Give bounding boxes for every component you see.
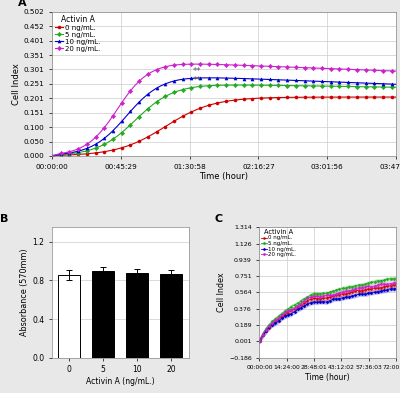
5 ng/mL. [372,279,377,284]
Bar [126,273,148,358]
0 ng/mL. [381,285,386,289]
10 ng/mL. [206,75,211,80]
5 ng/mL. [381,278,386,283]
20 ng/mL. [276,64,281,69]
0 ng/mL. [254,96,259,101]
0 ng/mL. [394,95,398,99]
Text: **: ** [193,67,201,76]
5 ng/mL. [202,84,207,88]
10 ng/mL. [338,296,343,301]
5 ng/mL. [263,83,268,88]
0 ng/mL. [257,338,262,343]
20 ng/mL. [257,339,262,343]
5 ng/mL. [394,85,398,90]
Text: **: ** [193,76,201,85]
10 ng/mL. [50,154,54,158]
Line: 20 ng/mL.: 20 ng/mL. [50,62,398,158]
Y-axis label: Cell Index: Cell Index [12,63,21,105]
20 ng/mL. [258,338,262,342]
5 ng/mL. [237,83,242,87]
0 ng/mL. [372,286,377,290]
10 ng/mL. [289,78,294,83]
0 ng/mL. [338,292,343,297]
5 ng/mL. [338,287,343,292]
0 ng/mL. [354,95,359,99]
Line: 0 ng/mL.: 0 ng/mL. [258,283,397,342]
20 ng/mL. [289,65,294,70]
0 ng/mL. [338,292,343,297]
0 ng/mL. [258,337,262,342]
0 ng/mL. [341,292,346,296]
5 ng/mL. [258,338,262,342]
10 ng/mL. [257,338,262,343]
5 ng/mL. [257,339,262,343]
10 ng/mL. [341,296,346,300]
20 ng/mL. [381,281,386,286]
5 ng/mL. [341,286,346,291]
20 ng/mL. [372,284,377,288]
X-axis label: Activin A (ng/mL.): Activin A (ng/mL.) [86,377,154,386]
20 ng/mL. [359,68,364,72]
20 ng/mL. [206,62,211,67]
0 ng/mL. [272,95,276,100]
0 ng/mL. [285,95,290,100]
5 ng/mL. [394,276,398,281]
10 ng/mL. [394,82,398,86]
Bar [92,271,114,358]
10 ng/mL. [258,338,262,342]
Line: 10 ng/mL.: 10 ng/mL. [258,287,397,342]
10 ng/mL. [381,288,386,293]
10 ng/mL. [359,81,364,85]
10 ng/mL. [276,77,281,82]
Text: A: A [18,0,26,8]
Text: C: C [214,214,222,224]
Line: 20 ng/mL.: 20 ng/mL. [258,281,397,342]
20 ng/mL. [193,62,198,66]
Line: 5 ng/mL.: 5 ng/mL. [258,277,397,342]
5 ng/mL. [276,83,281,88]
10 ng/mL. [202,75,207,80]
Y-axis label: Absorbance (570mm): Absorbance (570mm) [20,249,30,336]
Line: 0 ng/mL.: 0 ng/mL. [50,95,398,158]
Bar [58,275,80,358]
0 ng/mL. [202,104,207,109]
20 ng/mL. [394,69,398,73]
Line: 5 ng/mL.: 5 ng/mL. [50,84,398,158]
0 ng/mL. [394,282,398,287]
10 ng/mL. [372,290,377,294]
10 ng/mL. [394,286,398,291]
20 ng/mL. [263,64,268,68]
20 ng/mL. [341,289,346,294]
20 ng/mL. [50,154,54,158]
Y-axis label: Cell Index: Cell Index [217,273,226,312]
Line: 10 ng/mL.: 10 ng/mL. [50,76,398,158]
X-axis label: Time (hour): Time (hour) [306,373,350,382]
0 ng/mL. [50,154,54,158]
5 ng/mL. [289,83,294,88]
5 ng/mL. [259,83,264,88]
Bar [160,274,182,358]
10 ng/mL. [263,77,268,82]
10 ng/mL. [259,77,264,81]
20 ng/mL. [338,290,343,295]
20 ng/mL. [338,290,343,295]
X-axis label: Time (hour): Time (hour) [200,172,248,181]
0 ng/mL. [259,96,264,101]
5 ng/mL. [359,84,364,89]
10 ng/mL. [338,296,343,301]
Legend: 0 ng/mL., 5 ng/mL., 10 ng/mL., 20 ng/mL.: 0 ng/mL., 5 ng/mL., 10 ng/mL., 20 ng/mL. [53,13,102,53]
5 ng/mL. [50,154,54,158]
Text: B: B [0,214,8,224]
5 ng/mL. [338,287,343,292]
20 ng/mL. [259,64,264,68]
20 ng/mL. [394,280,398,285]
Legend: 0 ng/mL., 5 ng/mL., 10 ng/mL., 20 ng/mL.: 0 ng/mL., 5 ng/mL., 10 ng/mL., 20 ng/mL. [261,228,296,258]
